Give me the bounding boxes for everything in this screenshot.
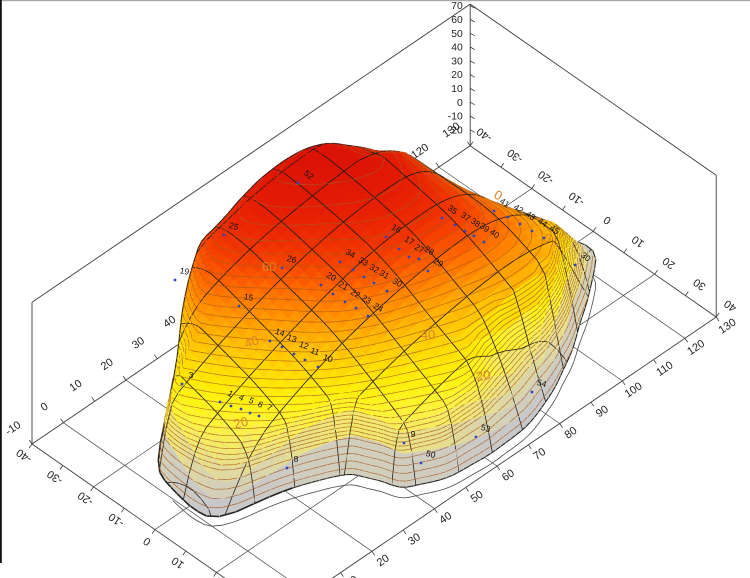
svg-text:54: 54 [536, 377, 548, 389]
svg-text:60: 60 [262, 259, 276, 274]
svg-text:-10: -10 [448, 112, 463, 123]
svg-text:20: 20 [325, 270, 338, 284]
svg-text:5: 5 [247, 395, 256, 406]
svg-text:10: 10 [343, 574, 360, 578]
svg-text:3: 3 [189, 370, 194, 380]
svg-text:50: 50 [425, 448, 437, 460]
svg-text:12: 12 [298, 339, 311, 352]
svg-text:29: 29 [432, 256, 445, 270]
svg-text:25: 25 [228, 220, 240, 232]
svg-text:40: 40 [437, 510, 454, 527]
svg-text:0: 0 [457, 98, 463, 109]
svg-text:24: 24 [372, 301, 385, 315]
svg-text:70: 70 [531, 446, 548, 463]
svg-text:11: 11 [309, 345, 321, 358]
svg-text:10: 10 [451, 84, 463, 95]
svg-text:0: 0 [602, 213, 614, 226]
svg-text:27: 27 [413, 242, 426, 256]
svg-text:26: 26 [286, 253, 298, 265]
svg-text:20: 20 [661, 254, 678, 271]
svg-text:16: 16 [390, 222, 403, 236]
svg-text:0: 0 [39, 401, 51, 414]
svg-text:21: 21 [337, 279, 350, 293]
svg-text:50: 50 [451, 29, 463, 40]
svg-text:23: 23 [360, 293, 373, 307]
svg-text:40: 40 [451, 43, 463, 54]
svg-text:31: 31 [378, 268, 391, 282]
svg-text:1: 1 [226, 388, 235, 399]
svg-text:13: 13 [286, 332, 299, 345]
svg-text:17: 17 [403, 234, 416, 248]
svg-text:10: 10 [322, 352, 335, 365]
svg-text:14: 14 [274, 326, 287, 339]
svg-text:60: 60 [451, 15, 463, 26]
svg-text:20: 20 [99, 356, 116, 373]
svg-text:20: 20 [451, 70, 463, 81]
svg-text:30: 30 [406, 531, 423, 548]
svg-text:30: 30 [391, 276, 404, 290]
svg-text:20: 20 [200, 575, 217, 578]
svg-text:50: 50 [469, 489, 486, 506]
svg-text:15: 15 [243, 291, 254, 303]
svg-text:34: 34 [344, 247, 357, 261]
svg-text:30: 30 [451, 56, 463, 67]
svg-text:28: 28 [423, 244, 436, 258]
svg-text:40: 40 [722, 297, 739, 314]
svg-text:40: 40 [242, 332, 261, 351]
svg-text:6: 6 [256, 399, 265, 410]
svg-text:10: 10 [630, 233, 647, 250]
svg-text:22: 22 [349, 287, 362, 301]
svg-text:53: 53 [480, 422, 492, 434]
svg-text:30: 30 [691, 276, 708, 293]
svg-text:90: 90 [594, 403, 611, 420]
svg-text:10: 10 [67, 378, 84, 395]
svg-text:80: 80 [563, 425, 580, 442]
svg-text:40: 40 [421, 327, 435, 342]
svg-text:20: 20 [375, 552, 392, 569]
svg-text:7: 7 [265, 402, 274, 413]
svg-text:33: 33 [357, 255, 370, 269]
svg-text:4: 4 [237, 392, 246, 403]
svg-text:0: 0 [141, 534, 153, 547]
svg-text:20: 20 [475, 367, 492, 384]
svg-text:19: 19 [179, 265, 190, 277]
svg-text:32: 32 [368, 262, 381, 276]
svg-text:-20: -20 [448, 125, 463, 136]
svg-text:20: 20 [232, 414, 250, 432]
svg-text:30: 30 [130, 335, 147, 352]
svg-text:70: 70 [451, 1, 463, 12]
svg-text:9: 9 [411, 429, 416, 439]
svg-text:40: 40 [161, 314, 178, 331]
svg-text:8: 8 [294, 454, 299, 464]
svg-text:10: 10 [170, 554, 187, 571]
svg-text:60: 60 [500, 467, 517, 484]
